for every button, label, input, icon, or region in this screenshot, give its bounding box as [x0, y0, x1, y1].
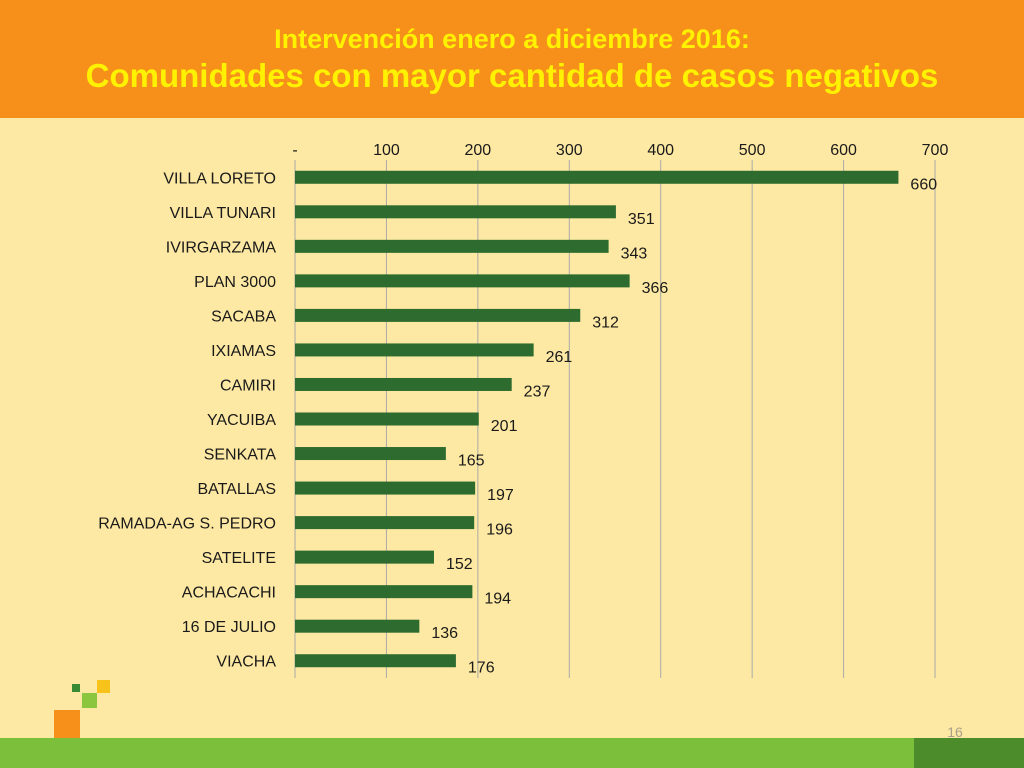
bar [295, 343, 534, 357]
value-label: 261 [546, 349, 573, 366]
bar [295, 619, 420, 633]
category-label: CAMIRI [220, 377, 276, 394]
category-label: PLAN 3000 [194, 274, 276, 291]
bar [295, 377, 512, 391]
category-label: VILLA LORETO [163, 170, 276, 187]
category-label: IXIAMAS [211, 343, 276, 360]
bar [295, 585, 473, 599]
category-label: SACABA [211, 308, 276, 325]
category-label: VIACHA [216, 654, 276, 671]
bar [295, 274, 630, 288]
value-label: 343 [621, 245, 648, 262]
category-label: YACUIBA [207, 412, 276, 429]
x-axis-ticks: - 100 200 300 400 500 600 700 [292, 142, 948, 159]
category-label: BATALLAS [197, 481, 276, 498]
value-label: 312 [592, 314, 619, 331]
value-label: 176 [468, 660, 495, 677]
bar [295, 205, 616, 219]
category-label: 16 DE JULIO [182, 619, 276, 636]
category-label: RAMADA-AG S. PEDRO [98, 516, 276, 533]
value-label: 196 [486, 522, 513, 539]
x-tick-label: - [292, 142, 297, 159]
value-label: 351 [628, 211, 655, 228]
value-label: 366 [642, 280, 669, 297]
value-label: 660 [910, 176, 937, 193]
value-label: 194 [484, 591, 511, 608]
category-label: ACHACACHI [182, 585, 276, 602]
value-label: 165 [458, 453, 485, 470]
bar [295, 550, 434, 564]
value-label: 197 [487, 487, 514, 504]
value-label: 152 [446, 556, 473, 573]
bar [295, 654, 456, 668]
bottom-band [0, 738, 1024, 768]
slide-subtitle: Intervención enero a diciembre 2016: [274, 24, 750, 54]
x-tick-label: 700 [922, 142, 949, 159]
x-tick-label: 400 [647, 142, 674, 159]
decor-square-green [82, 693, 97, 708]
decor-square-orange [54, 710, 80, 738]
slide-title: Comunidades con mayor cantidad de casos … [85, 57, 939, 94]
category-label: SENKATA [204, 447, 277, 464]
x-tick-label: 500 [739, 142, 766, 159]
category-labels: VILLA LORETO VILLA TUNARI IVIRGARZAMA PLAN … [98, 170, 276, 670]
decor-square-yellow [97, 680, 110, 693]
decor-square-small-dark [72, 684, 80, 692]
bar [295, 481, 476, 495]
x-tick-label: 100 [373, 142, 400, 159]
x-tick-label: 200 [465, 142, 492, 159]
category-label: SATELITE [202, 550, 276, 567]
page-number: 16 [947, 724, 963, 740]
bar-chart: -100 200 300 400 500 600 700 VILLA LORETOVILLA… [98, 142, 948, 678]
x-tick-label: 600 [830, 142, 857, 159]
bottom-band-accent [914, 738, 1024, 768]
bar [295, 447, 446, 461]
value-label: 201 [491, 418, 518, 435]
value-label: 136 [431, 625, 458, 642]
category-label: VILLA TUNARI [170, 205, 276, 222]
bar [295, 170, 899, 184]
bar [295, 412, 479, 426]
value-label: 237 [524, 383, 551, 400]
bar [295, 239, 609, 253]
bar [295, 308, 581, 322]
header-banner: Intervención enero a diciembre 2016: Com… [0, 0, 1024, 118]
bar [295, 516, 475, 530]
category-label: IVIRGARZAMA [166, 239, 277, 256]
x-tick-label: 300 [556, 142, 583, 159]
bars [295, 170, 899, 668]
